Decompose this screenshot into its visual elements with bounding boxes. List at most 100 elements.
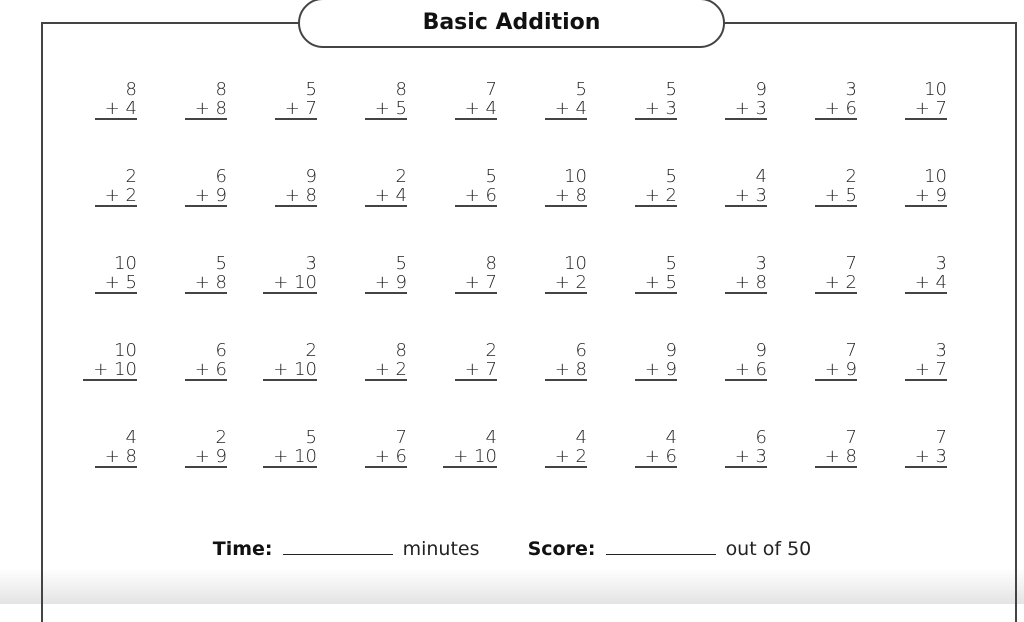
- score-label: Score:: [527, 538, 596, 560]
- plus-sign: +: [914, 98, 936, 119]
- addend-bottom-value: 6: [845, 98, 857, 119]
- addend-bottom: + 8: [274, 185, 317, 207]
- addition-problem: 7 + 3: [904, 428, 947, 468]
- addend-bottom-value: 10: [294, 272, 317, 293]
- addend-bottom: + 6: [454, 186, 497, 207]
- plus-sign: +: [374, 98, 396, 119]
- addition-problem: 9 + 9: [634, 340, 677, 381]
- addend-bottom: + 7: [904, 98, 947, 120]
- addend-bottom-value: 7: [485, 359, 497, 380]
- addition-problem: 8 + 7: [454, 253, 497, 294]
- addend-bottom-value: 3: [755, 185, 767, 206]
- plus-sign: +: [914, 446, 936, 467]
- plus-sign: +: [914, 359, 936, 380]
- addend-bottom-value: 2: [575, 446, 587, 467]
- addend-bottom-value: 8: [125, 446, 137, 467]
- addend-bottom-value: 8: [755, 272, 767, 293]
- plus-sign: +: [824, 272, 846, 293]
- score-blank[interactable]: [605, 536, 716, 555]
- addend-top: 5: [665, 253, 677, 274]
- addition-problem: 5 + 3: [634, 80, 677, 120]
- addend-bottom: + 10: [263, 447, 317, 468]
- addition-problem: 5 + 6: [454, 167, 497, 207]
- addend-bottom: + 7: [454, 359, 497, 381]
- plus-sign: +: [824, 98, 846, 119]
- addend-bottom-value: 2: [845, 272, 857, 293]
- addend-top: 2: [485, 340, 497, 361]
- addend-bottom-value: 10: [294, 446, 317, 467]
- plus-sign: +: [284, 185, 306, 206]
- addend-bottom-value: 8: [575, 359, 587, 380]
- addition-problem: 8 + 4: [94, 80, 137, 120]
- addend-bottom: + 3: [634, 99, 677, 120]
- addend-top: 8: [485, 253, 497, 274]
- addend-bottom-value: 6: [665, 446, 677, 467]
- addend-top: 10: [924, 166, 947, 187]
- addend-top: 7: [845, 427, 857, 448]
- plus-sign: +: [554, 272, 576, 293]
- addend-bottom: + 2: [544, 446, 587, 468]
- plus-sign: +: [824, 446, 846, 467]
- plus-sign: +: [374, 359, 396, 380]
- plus-sign: +: [464, 359, 486, 380]
- plus-sign: +: [644, 272, 666, 293]
- addend-bottom-value: 5: [395, 98, 407, 119]
- addition-problem: 6 + 6: [184, 340, 227, 381]
- addend-bottom: + 4: [94, 99, 137, 120]
- addition-problem: 10 + 8: [544, 167, 587, 207]
- addend-bottom-value: 4: [575, 98, 587, 119]
- addition-problem: 5 + 9: [364, 254, 407, 294]
- addend-bottom: + 8: [724, 272, 767, 294]
- addition-problem: 4 + 8: [94, 428, 137, 468]
- addition-problem: 5 + 7: [274, 80, 317, 120]
- addition-problem: 4 + 2: [544, 428, 587, 468]
- addend-bottom-value: 6: [755, 359, 767, 380]
- addition-problem: 6 + 9: [184, 167, 227, 207]
- addition-problem: 6 + 8: [544, 341, 587, 381]
- addend-bottom: + 9: [814, 360, 857, 381]
- addend-bottom: + 2: [94, 185, 137, 207]
- addition-problem: 7 + 8: [814, 427, 857, 468]
- addition-problem: 8 + 2: [364, 341, 407, 381]
- addend-top: 6: [215, 340, 227, 361]
- plus-sign: +: [374, 446, 396, 467]
- addition-problem: 10 + 2: [544, 254, 587, 294]
- addend-bottom: + 8: [184, 98, 227, 120]
- addition-problem: 10 + 7: [904, 80, 947, 120]
- addend-top: 9: [755, 340, 767, 361]
- plus-sign: +: [104, 272, 126, 293]
- addition-problem: 10 + 5: [94, 254, 137, 294]
- addition-problem: 5 + 5: [634, 253, 677, 294]
- addend-top: 3: [305, 253, 317, 274]
- addend-bottom-value: 6: [395, 446, 407, 467]
- addend-bottom-value: 9: [395, 272, 407, 293]
- addend-bottom: + 3: [724, 99, 767, 120]
- addend-bottom-value: 10: [114, 359, 137, 380]
- plus-sign: +: [104, 185, 126, 206]
- addend-bottom-value: 3: [935, 446, 947, 467]
- addition-problem: 7 + 4: [454, 80, 497, 120]
- addend-top: 9: [665, 340, 677, 361]
- addition-problem: 4 + 6: [634, 427, 677, 468]
- addend-bottom-value: 2: [575, 272, 587, 293]
- addend-bottom: + 2: [364, 359, 407, 381]
- addend-top: 4: [665, 427, 677, 448]
- addend-bottom: + 4: [904, 273, 947, 294]
- plus-sign: +: [734, 272, 756, 293]
- time-blank[interactable]: [282, 536, 393, 555]
- addend-bottom: + 7: [274, 98, 317, 120]
- addend-bottom: + 6: [724, 359, 767, 381]
- addend-top: 3: [935, 340, 947, 361]
- addend-bottom: + 7: [904, 359, 947, 381]
- addition-problem: 2 + 5: [814, 167, 857, 207]
- plus-sign: +: [374, 185, 396, 206]
- addend-bottom: + 6: [814, 98, 857, 120]
- addend-bottom: + 6: [364, 446, 407, 468]
- plus-sign: +: [104, 446, 126, 467]
- addend-top: 9: [755, 79, 767, 100]
- addend-bottom-value: 7: [305, 98, 317, 119]
- plus-sign: +: [194, 98, 216, 119]
- addend-top: 3: [845, 79, 857, 100]
- plus-sign: +: [93, 359, 115, 380]
- addition-problem: 9 + 6: [724, 340, 767, 381]
